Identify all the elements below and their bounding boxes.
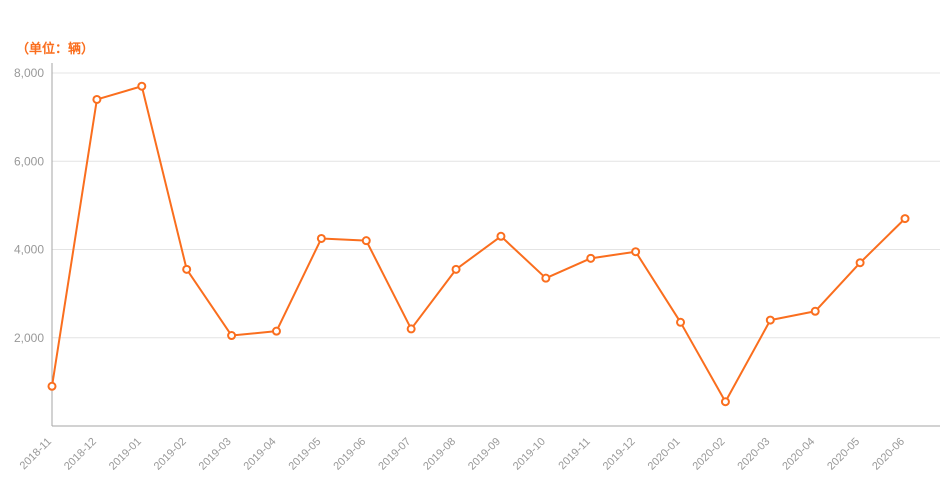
x-tick-label: 2019-05 (286, 436, 323, 473)
x-tick-label: 2019-02 (152, 436, 189, 473)
x-tick-label: 2019-03 (197, 436, 234, 473)
x-tick-label: 2019-12 (601, 436, 638, 473)
y-tick-label: 2,000 (14, 331, 44, 345)
data-point[interactable] (676, 317, 686, 327)
x-tick-label: 2020-05 (825, 436, 862, 473)
x-tick-label: 2019-11 (556, 436, 592, 472)
x-tick-label: 2020-02 (691, 436, 728, 473)
data-point[interactable] (47, 381, 57, 391)
x-tick-label: 2019-10 (511, 436, 548, 473)
data-point[interactable] (810, 306, 820, 316)
y-tick-label: 4,000 (14, 243, 44, 257)
x-tick-label: 2020-01 (646, 436, 683, 473)
x-tick-label: 2019-06 (331, 436, 368, 473)
x-tick-label: 2020-06 (870, 436, 907, 473)
data-point[interactable] (451, 264, 461, 274)
x-tick-label: 2018-12 (62, 436, 99, 473)
data-point[interactable] (496, 231, 506, 241)
data-point[interactable] (586, 253, 596, 263)
data-point[interactable] (316, 233, 326, 243)
data-point[interactable] (855, 258, 865, 268)
data-point[interactable] (541, 273, 551, 283)
x-tick-label: 2019-09 (466, 436, 503, 473)
data-point[interactable] (631, 247, 641, 257)
y-tick-label: 8,000 (14, 66, 44, 80)
data-point[interactable] (720, 397, 730, 407)
data-point[interactable] (900, 214, 910, 224)
data-point[interactable] (406, 324, 416, 334)
x-tick-label: 2020-03 (735, 436, 772, 473)
data-point[interactable] (92, 94, 102, 104)
data-point[interactable] (182, 264, 192, 274)
y-tick-label: 6,000 (14, 154, 44, 168)
data-point[interactable] (227, 331, 237, 341)
series-line (51, 85, 906, 403)
data-point[interactable] (137, 81, 147, 91)
x-tick-label: 2019-04 (242, 436, 279, 473)
x-tick-label: 2019-08 (421, 436, 458, 473)
data-point[interactable] (361, 236, 371, 246)
unit-label: （单位：辆） (16, 41, 95, 56)
x-tick-label: 2019-07 (376, 436, 413, 473)
x-tick-label: 2019-01 (107, 436, 144, 473)
data-point[interactable] (271, 326, 281, 336)
data-point[interactable] (765, 315, 775, 325)
x-tick-label: 2020-04 (780, 436, 817, 473)
x-tick-label: 2018-11 (18, 436, 54, 472)
